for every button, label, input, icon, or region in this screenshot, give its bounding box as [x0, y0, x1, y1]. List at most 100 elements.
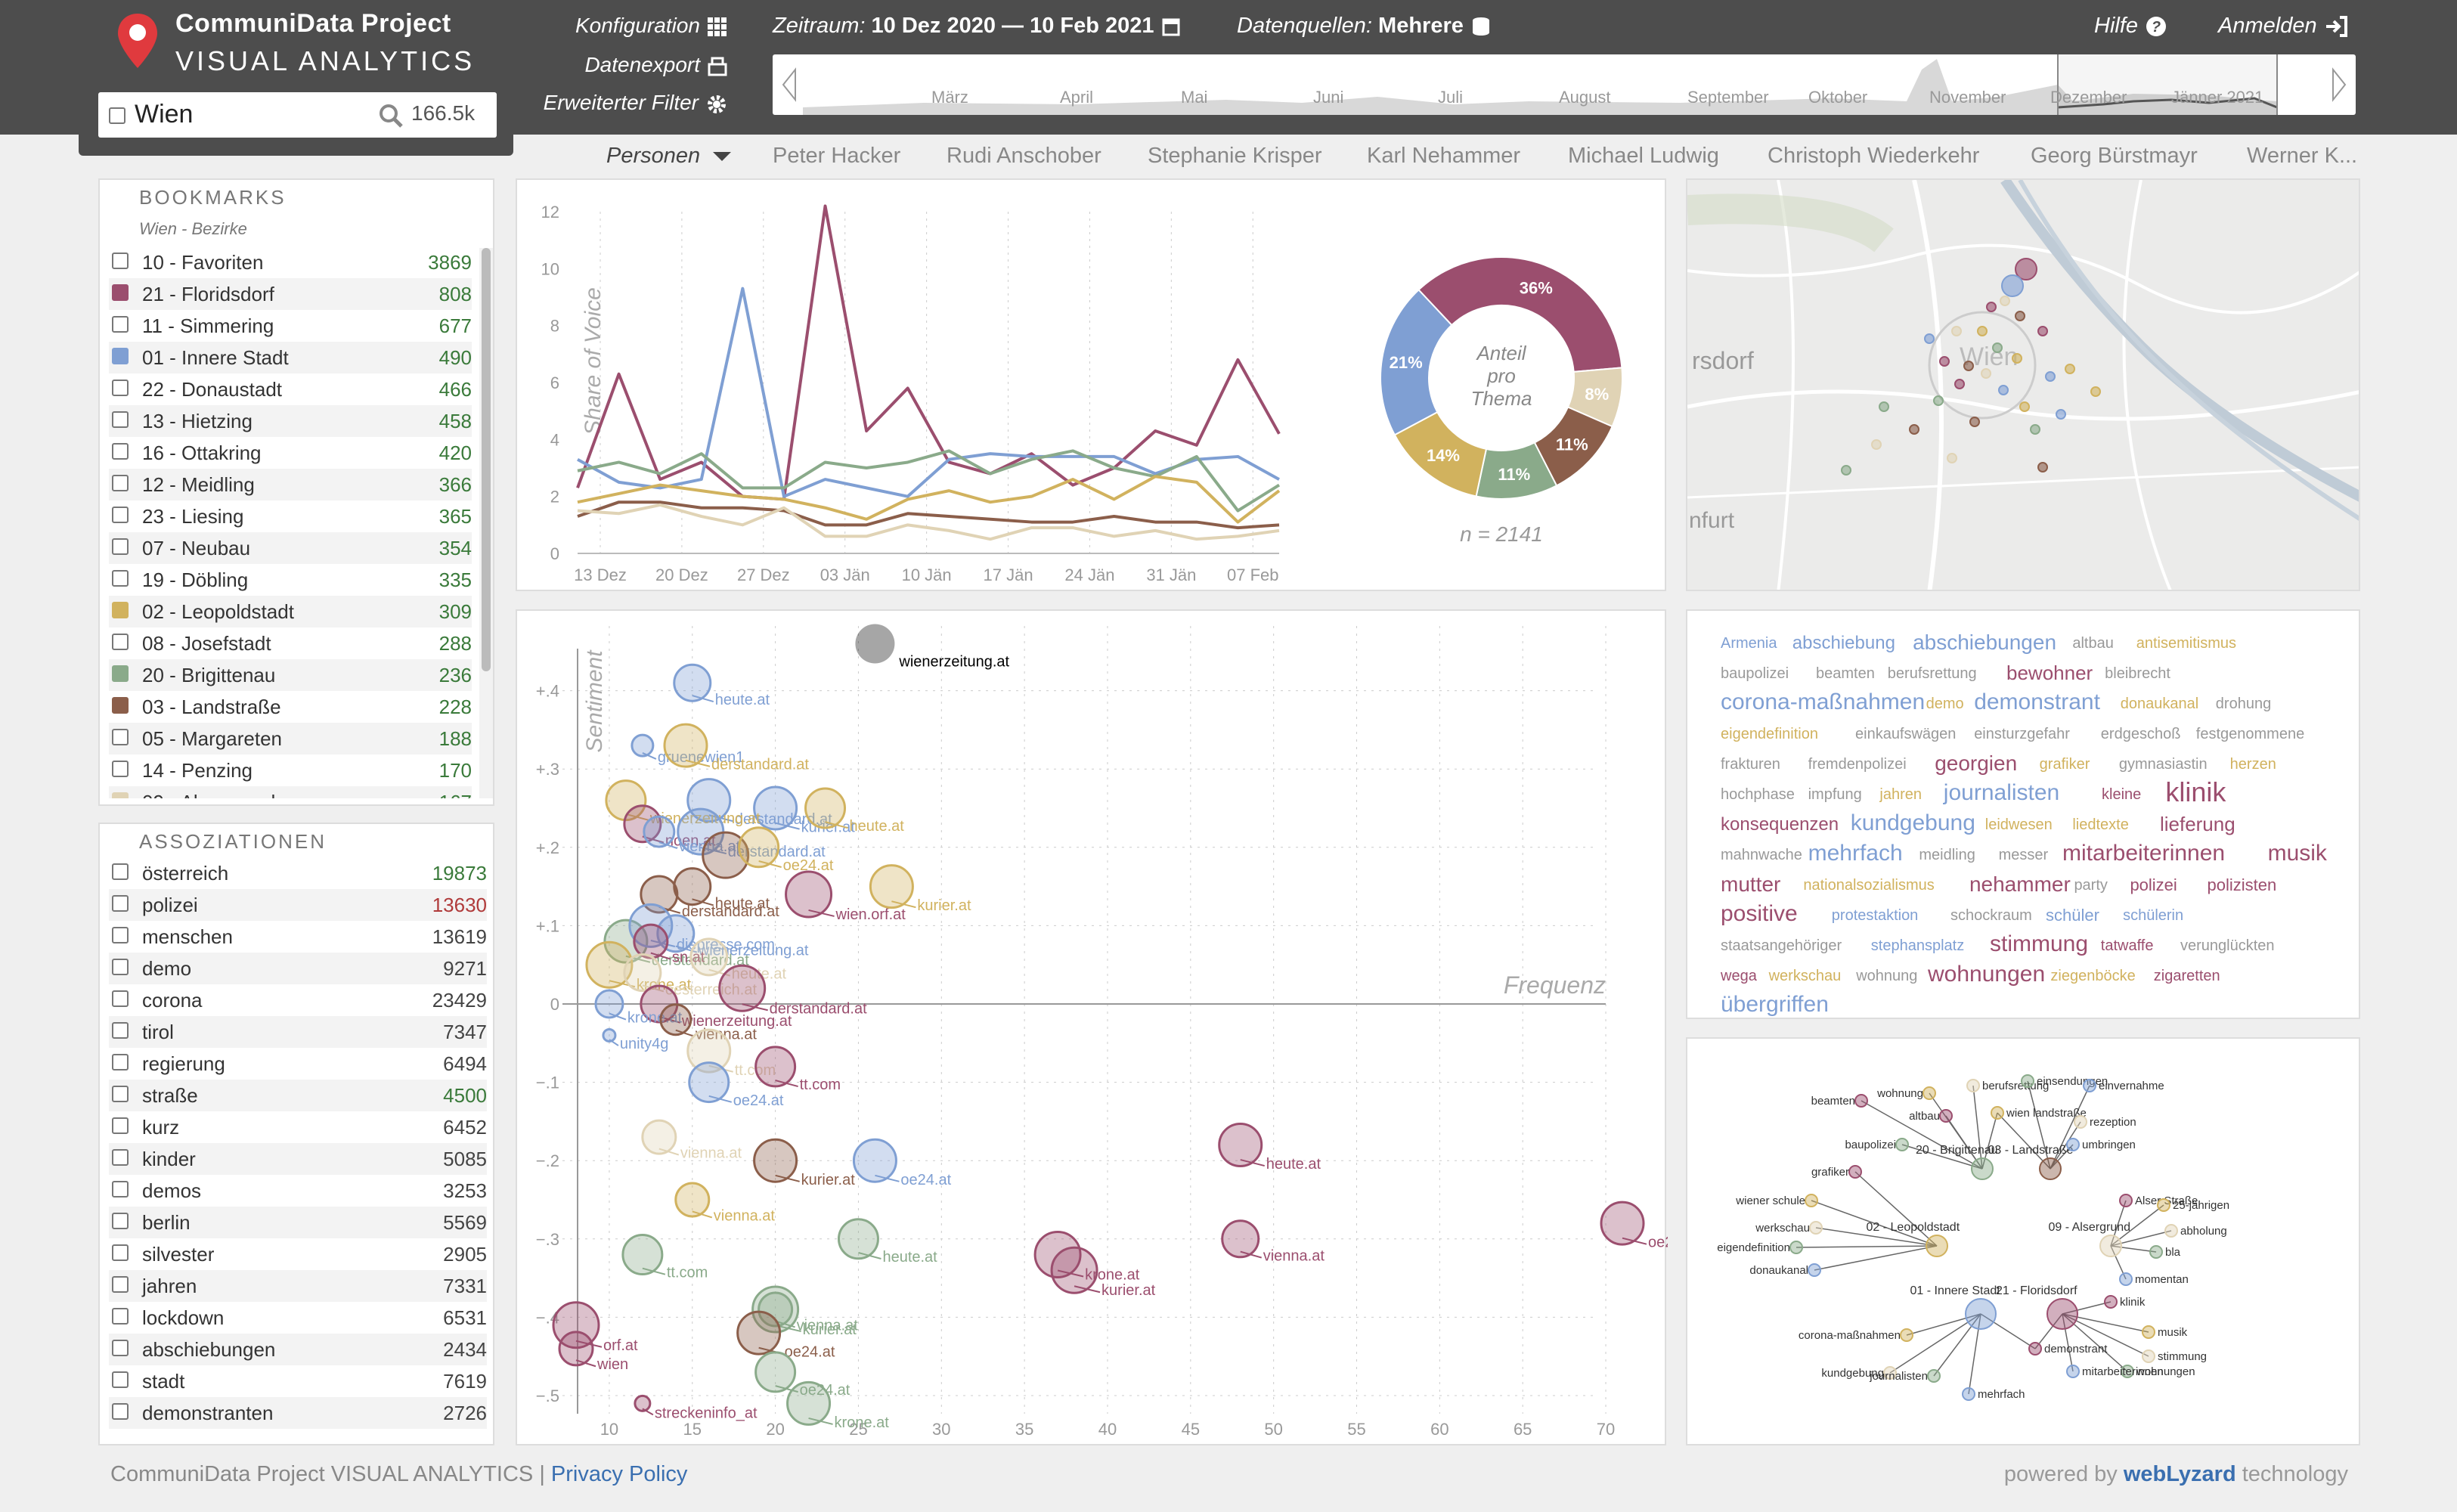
- list-item[interactable]: stadt 7619: [109, 1365, 487, 1397]
- bubble[interactable]: [686, 1028, 732, 1074]
- list-item[interactable]: 23 - Liesing 365: [109, 500, 472, 532]
- map-marker[interactable]: [2015, 258, 2037, 280]
- map-marker[interactable]: [1981, 368, 1991, 379]
- list-item[interactable]: kinder 5085: [109, 1143, 487, 1175]
- map-marker[interactable]: [2030, 424, 2040, 435]
- word-cloud-term[interactable]: mehrfach: [1808, 841, 1903, 866]
- word-cloud-term[interactable]: Armenia: [1721, 635, 1777, 652]
- item-checkbox[interactable]: [112, 1371, 129, 1388]
- word-cloud-term[interactable]: kundgebung: [1850, 810, 1975, 835]
- item-checkbox[interactable]: [112, 602, 129, 618]
- word-cloud-term[interactable]: liedtexte: [2072, 816, 2129, 833]
- item-checkbox[interactable]: [112, 1403, 129, 1420]
- map-marker[interactable]: [2012, 353, 2022, 364]
- word-cloud-term[interactable]: ziegenböcke: [2050, 968, 2136, 984]
- search-checkbox[interactable]: [109, 107, 125, 124]
- word-cloud-term[interactable]: tatwaffe: [2100, 937, 2154, 954]
- zeitraum-selector[interactable]: Zeitraum: 10 Dez 2020 — 10 Feb 2021: [773, 14, 1180, 39]
- list-item[interactable]: 12 - Meidling 366: [109, 469, 472, 500]
- word-cloud-term[interactable]: demo: [1926, 696, 1964, 712]
- word-cloud-term[interactable]: meidling: [1919, 847, 1975, 863]
- search-icon[interactable]: [378, 103, 404, 129]
- map-marker[interactable]: [1939, 356, 1950, 367]
- item-checkbox[interactable]: [112, 959, 129, 975]
- map-marker[interactable]: [1992, 342, 2003, 353]
- network-node[interactable]: [1971, 1157, 1994, 1180]
- bubble[interactable]: [869, 864, 914, 909]
- bubble[interactable]: [674, 1182, 711, 1218]
- word-cloud-term[interactable]: nationalsozialismus: [1803, 877, 1935, 894]
- word-cloud-term[interactable]: einsturzgefahr: [1974, 726, 2070, 742]
- word-cloud-term[interactable]: konsequenzen: [1721, 813, 1839, 835]
- network-node[interactable]: [1927, 1369, 1941, 1383]
- bubble[interactable]: [785, 870, 833, 919]
- bubble[interactable]: [623, 804, 662, 844]
- bubble[interactable]: [837, 1218, 879, 1260]
- bubble[interactable]: [631, 733, 655, 758]
- list-item[interactable]: 13 - Hietzing 458: [109, 405, 472, 437]
- word-cloud-term[interactable]: beamten: [1816, 665, 1875, 682]
- datenexport-menu[interactable]: Datenexport: [522, 53, 727, 77]
- list-item[interactable]: österreich 19873: [109, 857, 487, 889]
- bubble[interactable]: [673, 663, 712, 702]
- word-cloud-term[interactable]: herzen: [2229, 756, 2276, 773]
- bubble[interactable]: [633, 923, 669, 959]
- word-cloud-term[interactable]: mahnwache: [1721, 847, 1802, 863]
- network-node[interactable]: [1991, 1106, 2004, 1120]
- word-cloud-term[interactable]: staatsangehöriger: [1721, 937, 1842, 954]
- word-cloud-term[interactable]: gymnasiastin: [2118, 756, 2208, 773]
- word-cloud-term[interactable]: jahren: [1879, 786, 1922, 803]
- map-marker[interactable]: [1963, 361, 1974, 371]
- network-node[interactable]: [1854, 1094, 1868, 1108]
- weblyzard-link[interactable]: webLyzard: [2123, 1462, 2236, 1486]
- network-node[interactable]: [1965, 1298, 1997, 1330]
- map-marker[interactable]: [2045, 371, 2056, 382]
- map-marker[interactable]: [1954, 379, 1965, 389]
- list-item[interactable]: 10 - Favoriten 3869: [109, 246, 472, 278]
- network-node[interactable]: [2164, 1224, 2178, 1238]
- map-marker[interactable]: [1871, 439, 1882, 450]
- bubble[interactable]: [753, 785, 798, 831]
- word-cloud-term[interactable]: stephansplatz: [1870, 937, 1965, 954]
- map-marker[interactable]: [2090, 386, 2101, 397]
- list-item[interactable]: 16 - Ottakring 420: [109, 437, 472, 469]
- bubble[interactable]: [663, 723, 708, 768]
- map-marker[interactable]: [2019, 401, 2030, 412]
- map-marker[interactable]: [1977, 326, 1988, 336]
- network-node[interactable]: [2149, 1245, 2163, 1259]
- network-node[interactable]: [1789, 1241, 1803, 1254]
- bubble[interactable]: [736, 1310, 782, 1356]
- network-node[interactable]: [2021, 1074, 2034, 1088]
- word-cloud-term[interactable]: schockraum: [1950, 907, 2032, 924]
- map-marker[interactable]: [2001, 274, 2024, 297]
- person-tab[interactable]: Michael Ludwig: [1568, 144, 1719, 168]
- datenquellen-selector[interactable]: Datenquellen: Mehrere: [1237, 14, 1491, 39]
- word-cloud-term[interactable]: frakturen: [1721, 756, 1780, 773]
- bubble[interactable]: [1218, 1122, 1263, 1167]
- bubble[interactable]: [754, 1046, 797, 1088]
- person-tab[interactable]: Stephanie Krisper: [1148, 144, 1322, 168]
- item-checkbox[interactable]: [112, 1117, 129, 1134]
- map-marker[interactable]: [2000, 296, 2010, 306]
- network-node[interactable]: [2039, 1157, 2062, 1180]
- login-link[interactable]: Anmelden: [2218, 14, 2347, 39]
- bubble[interactable]: [804, 787, 847, 829]
- word-cloud-term[interactable]: verunglückten: [2180, 937, 2275, 954]
- privacy-policy-link[interactable]: Privacy Policy: [550, 1462, 688, 1486]
- word-cloud-term[interactable]: bleibrecht: [2105, 665, 2170, 682]
- map-marker[interactable]: [1924, 333, 1935, 344]
- list-item[interactable]: 02 - Leopoldstadt 309: [109, 596, 472, 627]
- network-node[interactable]: [1848, 1165, 1862, 1179]
- network-node[interactable]: [1926, 1235, 1948, 1257]
- word-cloud-term[interactable]: schülerin: [2123, 907, 2184, 924]
- item-checkbox[interactable]: [112, 729, 129, 745]
- item-checkbox[interactable]: [112, 634, 129, 650]
- word-cloud-term[interactable]: eigendefinition: [1721, 726, 1818, 742]
- word-cloud-term[interactable]: musik: [2267, 841, 2327, 866]
- bubble[interactable]: [623, 953, 662, 993]
- network-node[interactable]: [1805, 1194, 1818, 1207]
- word-cloud-term[interactable]: protestaktion: [1831, 907, 1919, 924]
- item-checkbox[interactable]: [112, 1308, 129, 1325]
- word-cloud-term[interactable]: schüler: [2046, 906, 2099, 925]
- network-node[interactable]: [2074, 1115, 2087, 1129]
